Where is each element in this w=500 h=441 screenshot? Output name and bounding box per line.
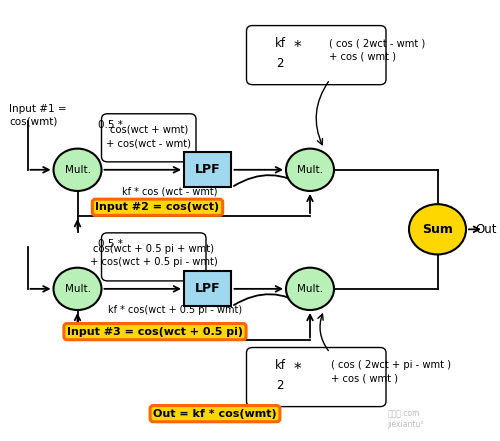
Circle shape	[286, 268, 334, 310]
FancyBboxPatch shape	[184, 152, 231, 187]
Text: Input #2 = cos(wct): Input #2 = cos(wct)	[96, 202, 220, 212]
Circle shape	[286, 149, 334, 191]
Text: Out = kf * cos(wmt): Out = kf * cos(wmt)	[153, 409, 277, 419]
Text: Mult.: Mult.	[297, 284, 323, 294]
Circle shape	[54, 149, 102, 191]
Text: 2: 2	[276, 57, 284, 70]
Text: *: *	[294, 40, 302, 55]
Text: 0.5 *: 0.5 *	[98, 120, 122, 130]
FancyBboxPatch shape	[102, 114, 196, 162]
Text: 2: 2	[276, 379, 284, 392]
Text: ( cos ( 2wct - wmt )
+ cos ( wmt ): ( cos ( 2wct - wmt ) + cos ( wmt )	[329, 38, 425, 62]
Text: cos(wct + wmt)
+ cos(wct - wmt): cos(wct + wmt) + cos(wct - wmt)	[106, 125, 191, 149]
FancyBboxPatch shape	[246, 26, 386, 85]
Circle shape	[409, 204, 466, 254]
FancyBboxPatch shape	[184, 271, 231, 306]
Text: kf * cos (wct - wmt): kf * cos (wct - wmt)	[122, 187, 218, 197]
FancyBboxPatch shape	[102, 233, 206, 281]
Text: LPF: LPF	[194, 163, 220, 176]
Text: ( cos ( 2wct + pi - wmt )
+ cos ( wmt ): ( cos ( 2wct + pi - wmt ) + cos ( wmt )	[331, 360, 451, 384]
FancyBboxPatch shape	[246, 348, 386, 407]
Text: kf * cos(wct + 0.5 pi - wmt): kf * cos(wct + 0.5 pi - wmt)	[108, 305, 242, 314]
Text: Input #3 = cos(wct + 0.5 pi): Input #3 = cos(wct + 0.5 pi)	[67, 327, 243, 336]
Text: 接线图.com
jiexiantu²: 接线图.com jiexiantu²	[388, 409, 424, 429]
Text: Mult.: Mult.	[64, 165, 90, 175]
Text: cos(wct + 0.5 pi + wmt)
+ cos(wct + 0.5 pi - wmt): cos(wct + 0.5 pi + wmt) + cos(wct + 0.5 …	[90, 244, 218, 268]
Text: kf: kf	[274, 359, 285, 372]
Circle shape	[54, 268, 102, 310]
Text: Input #1 =
cos(wmt): Input #1 = cos(wmt)	[9, 104, 66, 126]
Text: LPF: LPF	[194, 282, 220, 295]
Text: Mult.: Mult.	[297, 165, 323, 175]
Text: Sum: Sum	[422, 223, 453, 236]
Text: Out: Out	[475, 223, 496, 236]
Text: kf: kf	[274, 37, 285, 50]
Text: 0.5 *: 0.5 *	[98, 239, 122, 249]
Text: *: *	[294, 362, 302, 377]
Text: Mult.: Mult.	[64, 284, 90, 294]
